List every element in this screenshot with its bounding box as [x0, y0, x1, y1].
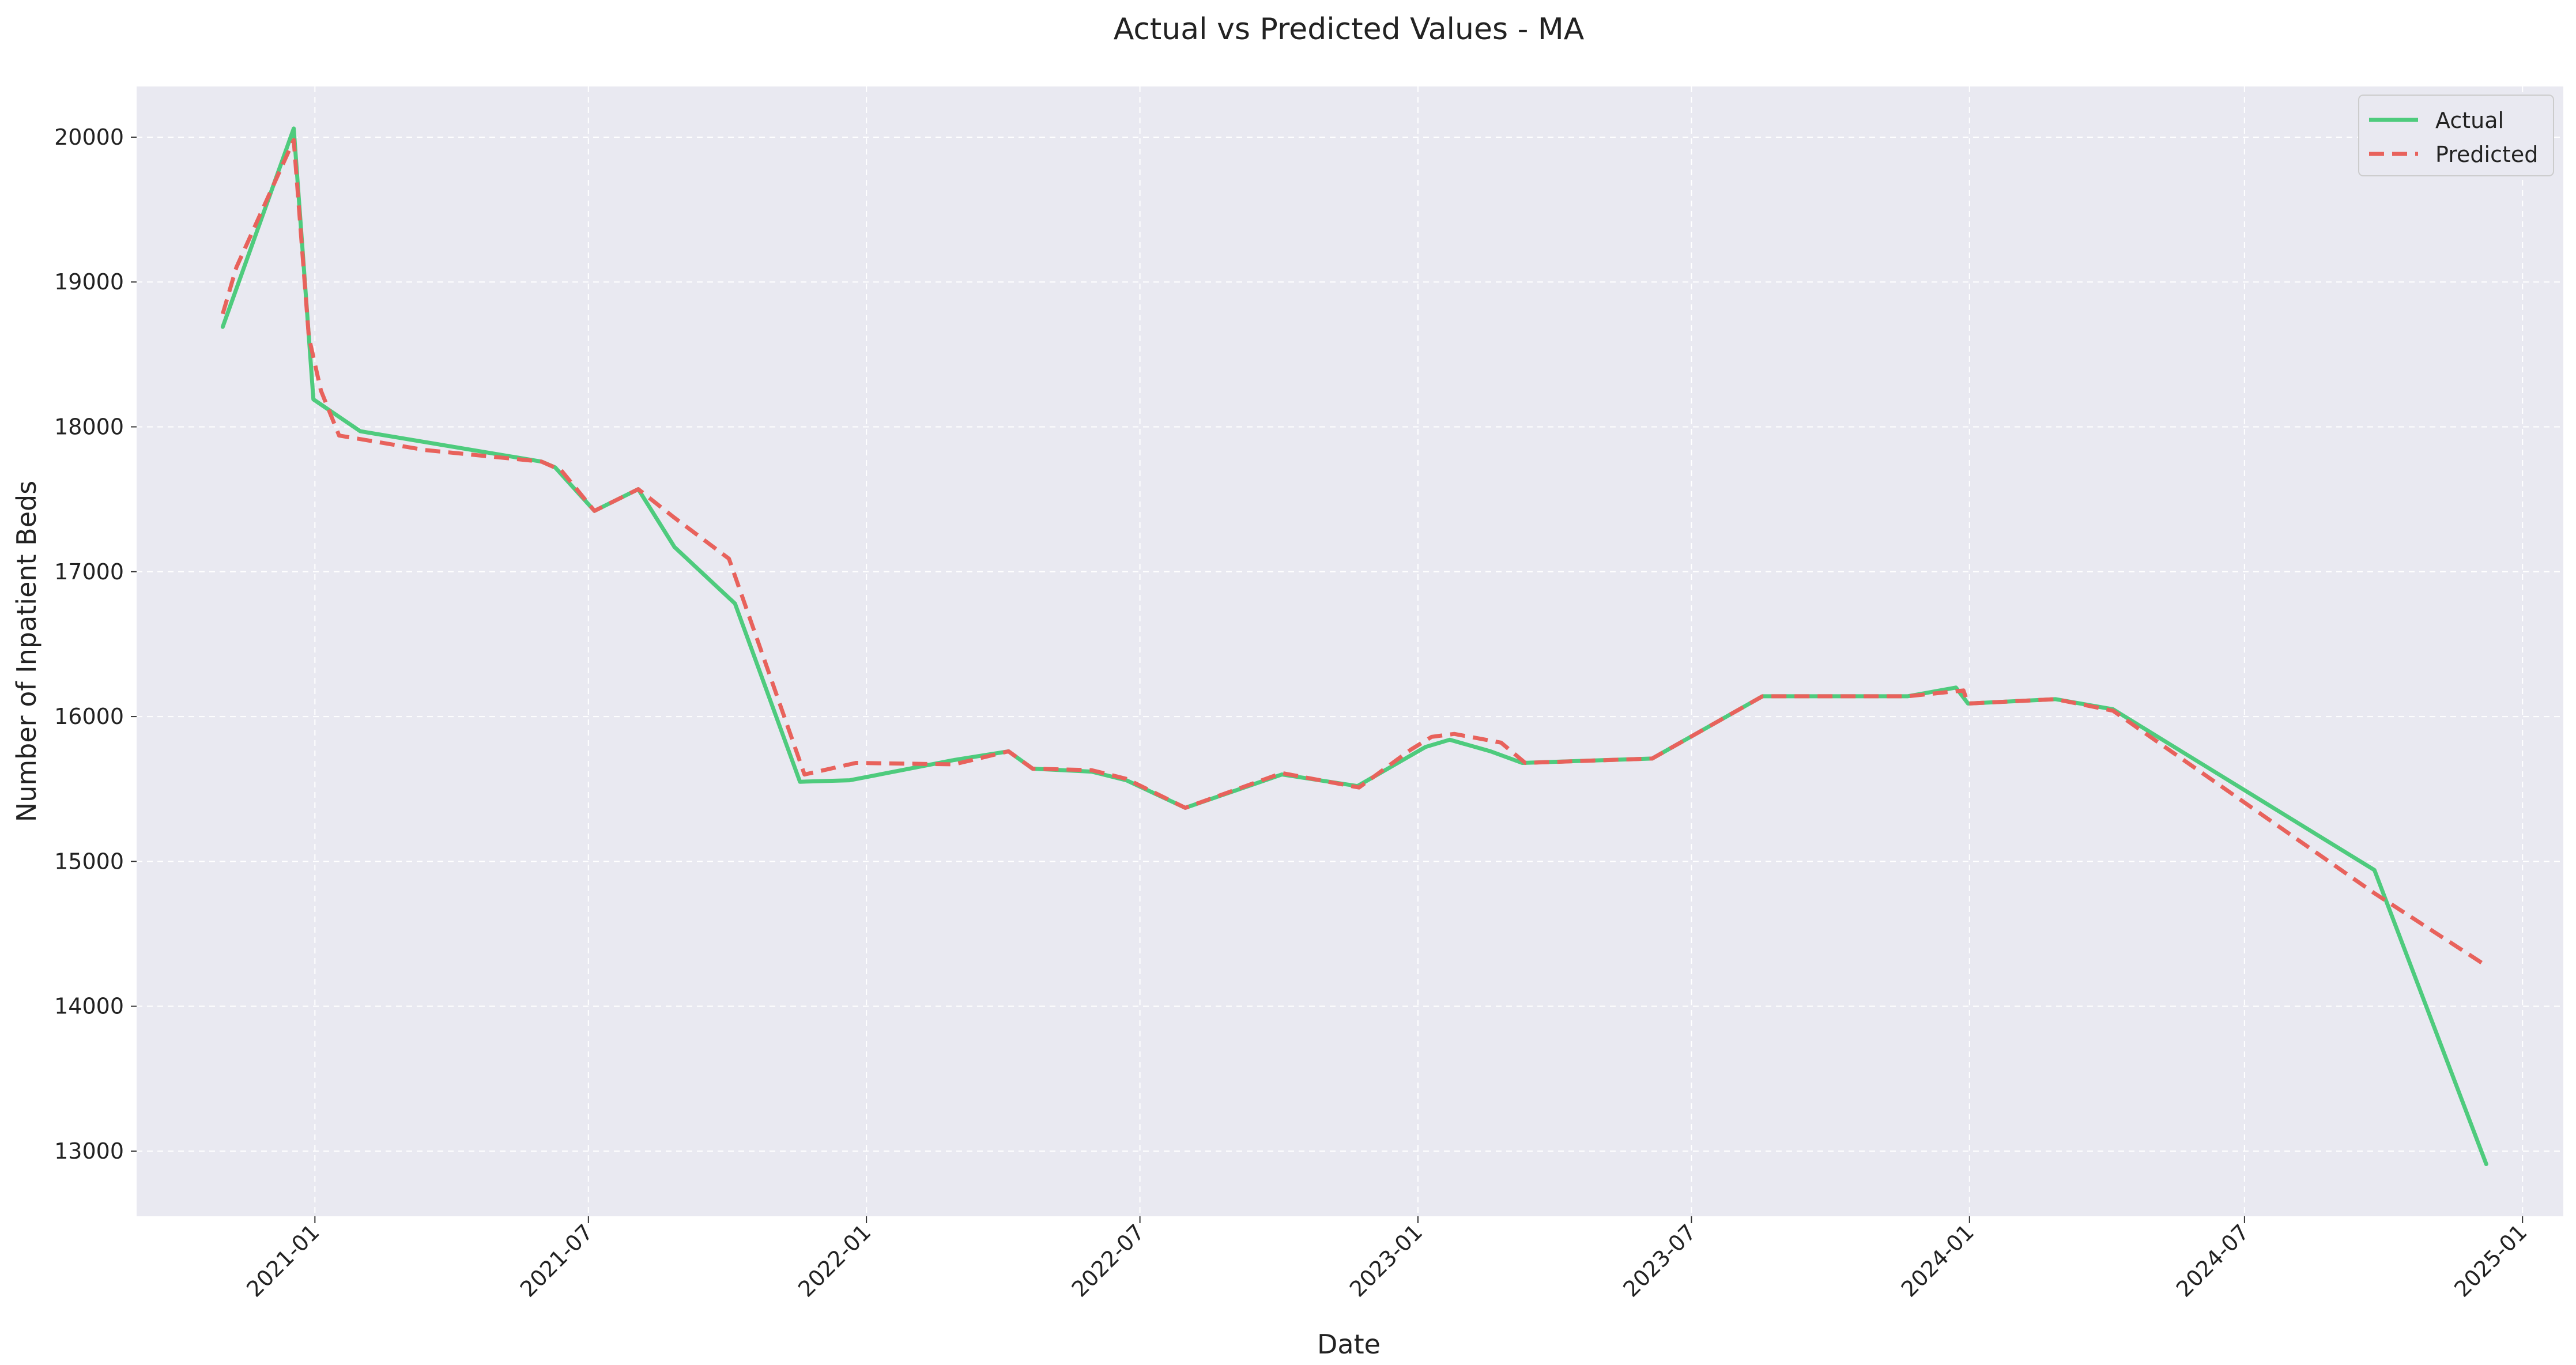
grid-lines: [137, 86, 2563, 1216]
x-axis-label: Date: [1317, 1329, 1381, 1360]
legend-label-predicted: Predicted: [2435, 142, 2538, 167]
y-tick-label: 16000: [54, 704, 124, 729]
y-axis-ticks: 13000 14000 15000 16000 17000 18000 19000 20000: [54, 125, 137, 1164]
x-axis-ticks: 2021-01 2021-07 2022-01 2022-07 2023-01 2023-…: [242, 1216, 2532, 1302]
x-tick-label: 2023-01: [1345, 1219, 1427, 1302]
y-tick-label: 15000: [54, 849, 124, 874]
y-tick-label: 13000: [54, 1138, 124, 1164]
y-tick-label: 18000: [54, 414, 124, 440]
x-tick-label: 2025-01: [2449, 1219, 2532, 1302]
chart-title: Actual vs Predicted Values - MA: [1114, 12, 1585, 47]
x-tick-label: 2022-01: [793, 1219, 876, 1302]
x-tick-label: 2024-01: [1896, 1219, 1979, 1302]
x-tick-label: 2022-07: [1067, 1219, 1149, 1302]
x-tick-label: 2024-07: [2171, 1219, 2254, 1302]
x-tick-label: 2023-07: [1618, 1219, 1700, 1302]
legend-box: [2358, 95, 2554, 176]
y-tick-label: 19000: [54, 269, 124, 295]
legend: Actual Predicted: [2358, 95, 2554, 176]
y-tick-label: 17000: [54, 559, 124, 585]
y-axis-label: Number of Inpatient Beds: [11, 481, 42, 822]
y-tick-label: 14000: [54, 994, 124, 1019]
x-tick-label: 2021-07: [515, 1219, 598, 1302]
series-line-predicted: [221, 138, 2488, 968]
x-tick-label: 2021-01: [242, 1219, 324, 1302]
y-tick-label: 20000: [54, 125, 124, 150]
legend-label-actual: Actual: [2435, 108, 2504, 133]
series-lines: [220, 126, 2488, 1166]
plot-area: [137, 86, 2563, 1216]
